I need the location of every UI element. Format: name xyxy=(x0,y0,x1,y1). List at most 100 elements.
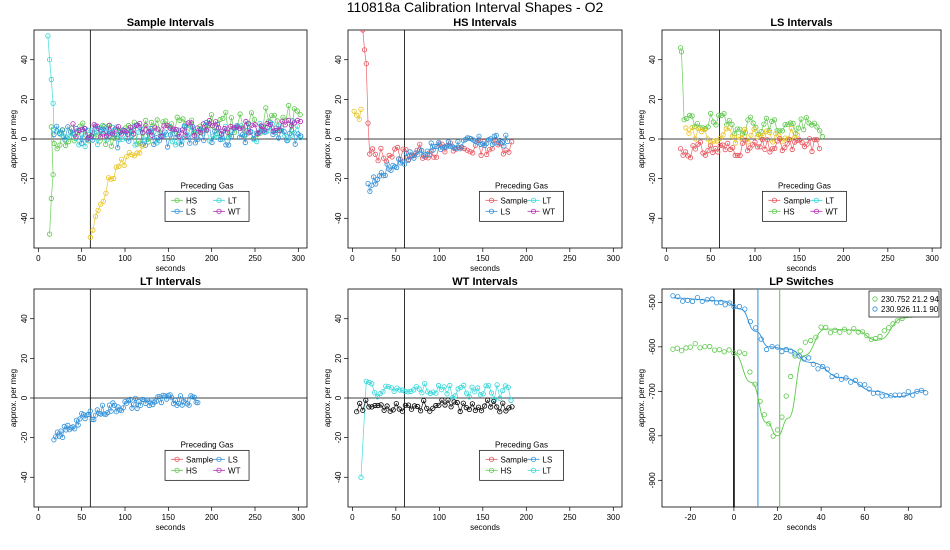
data-point xyxy=(217,136,223,143)
data-point xyxy=(448,404,454,410)
x-tick-label: 0 xyxy=(350,513,355,522)
data-point xyxy=(478,152,484,158)
data-point xyxy=(65,422,71,428)
data-point xyxy=(103,133,110,139)
data-point xyxy=(407,149,413,155)
series-LS xyxy=(51,118,304,151)
data-point xyxy=(670,346,676,352)
data-point xyxy=(787,348,794,354)
data-point xyxy=(731,350,737,356)
data-point xyxy=(689,124,695,131)
y-tick-label: -20 xyxy=(334,172,343,184)
data-point xyxy=(401,161,407,167)
data-point xyxy=(505,138,511,145)
data-point xyxy=(178,142,185,148)
data-point xyxy=(195,136,201,142)
data-point xyxy=(208,112,215,118)
data-point xyxy=(729,121,735,128)
legend-entry: 230.926 11.1 90 xyxy=(881,305,939,314)
data-point xyxy=(918,387,925,393)
y-tick-label: 20 xyxy=(648,94,657,103)
data-point xyxy=(287,130,293,136)
data-point xyxy=(271,112,277,118)
data-point xyxy=(777,128,783,134)
data-point xyxy=(776,133,782,139)
data-point xyxy=(226,142,232,148)
data-point xyxy=(459,144,465,150)
data-point xyxy=(474,139,480,145)
plot-area xyxy=(662,30,941,248)
data-point xyxy=(62,142,69,149)
data-point xyxy=(89,416,95,422)
series-extra xyxy=(351,106,364,122)
x-tick-label: 60 xyxy=(860,513,869,522)
data-point xyxy=(87,408,93,414)
data-point xyxy=(187,140,193,146)
data-point xyxy=(108,143,115,149)
data-point xyxy=(109,131,116,137)
data-point xyxy=(705,148,711,154)
legend-swatch xyxy=(872,306,878,312)
data-point xyxy=(763,346,770,353)
data-point xyxy=(173,134,179,140)
legend-swatch-LS xyxy=(488,208,495,214)
data-point xyxy=(774,128,780,134)
data-point xyxy=(220,115,226,122)
data-point xyxy=(687,344,693,350)
data-point xyxy=(209,139,215,146)
y-tick-label: 20 xyxy=(334,94,343,103)
data-point xyxy=(357,400,363,406)
y-tick-label: 40 xyxy=(334,314,343,323)
data-point xyxy=(509,404,515,410)
data-point xyxy=(222,123,229,129)
data-point xyxy=(774,427,781,433)
data-point xyxy=(739,140,746,146)
data-point xyxy=(66,134,73,140)
data-point xyxy=(115,124,122,130)
data-point xyxy=(779,348,785,355)
chart-panel-6: LP Switches -20 0 20 40 60 80 -900 -800 -700 -600 -… xyxy=(637,276,942,532)
x-tick-label: 150 xyxy=(793,254,807,263)
data-point xyxy=(501,143,507,149)
data-point xyxy=(923,390,929,396)
data-point xyxy=(255,130,261,136)
legend-swatch xyxy=(872,296,878,302)
legend-swatch-LT xyxy=(813,197,820,203)
data-point xyxy=(100,198,106,204)
legend-swatch-WT xyxy=(216,467,222,473)
data-point xyxy=(433,154,440,160)
y-tick-label: 0 xyxy=(20,136,29,141)
data-point xyxy=(692,341,698,347)
data-point xyxy=(481,403,488,409)
series-LT xyxy=(358,378,514,480)
data-point xyxy=(710,119,717,125)
data-point xyxy=(784,141,790,147)
data-point xyxy=(139,396,145,403)
x-tick-label: 0 xyxy=(732,513,737,522)
data-point xyxy=(76,142,82,148)
legend-box xyxy=(479,449,564,481)
data-point xyxy=(742,126,748,132)
data-point xyxy=(466,394,472,400)
panel-title: Sample Intervals xyxy=(127,17,214,29)
x-tick-label: 50 xyxy=(77,513,86,522)
data-point xyxy=(351,108,357,114)
data-point xyxy=(725,140,731,146)
data-point xyxy=(152,125,158,131)
data-point xyxy=(161,123,167,129)
data-point xyxy=(254,139,260,145)
x-tick-label: 40 xyxy=(817,513,826,522)
data-point xyxy=(767,149,773,155)
data-point xyxy=(757,132,763,138)
panel-title: LT Intervals xyxy=(140,276,201,288)
data-point xyxy=(769,118,775,125)
data-point xyxy=(809,122,815,128)
data-point xyxy=(417,408,424,414)
data-point xyxy=(484,151,490,158)
data-point xyxy=(276,127,282,133)
data-point xyxy=(500,151,506,157)
data-point xyxy=(59,127,65,133)
data-point xyxy=(394,144,401,150)
data-point xyxy=(170,126,176,132)
x-tick-label: 300 xyxy=(607,254,621,263)
